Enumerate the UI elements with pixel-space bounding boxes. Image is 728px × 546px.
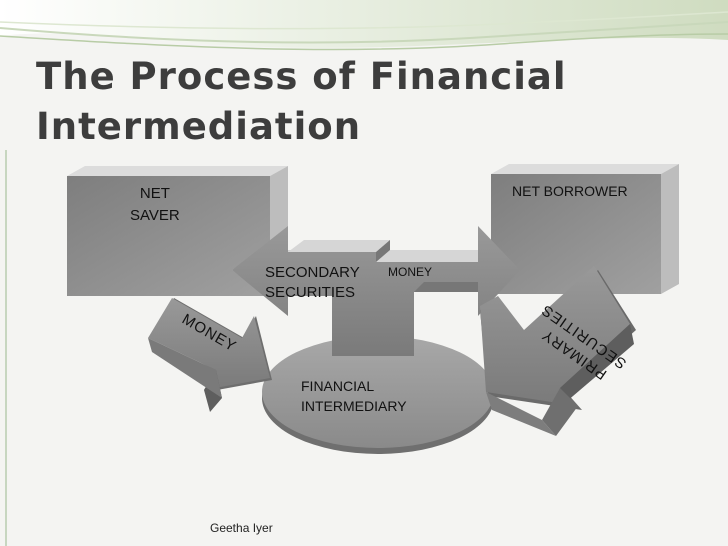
money-top-label: MONEY: [388, 265, 433, 279]
net-saver-label: NET SAVER: [130, 185, 180, 224]
net-borrower-label: NET BORROWER: [512, 183, 628, 199]
financial-intermediary-ellipse: [262, 336, 494, 454]
intermediary-label-line1: FINANCIAL: [301, 378, 375, 394]
net-borrower-box: [491, 164, 679, 294]
primary-securities-arrow: [480, 266, 636, 436]
intermediary-label-line2: INTERMEDIARY: [301, 398, 407, 414]
net-saver-box: [67, 166, 288, 296]
slide-title-line2: Intermediation: [36, 105, 362, 148]
slide-title: The Process of Financial Intermediation: [36, 52, 567, 152]
financial-intermediary-label: FINANCIAL INTERMEDIARY: [301, 376, 407, 416]
header-wave-decoration: [0, 0, 728, 51]
secondary-label-line2: SECURITIES: [265, 284, 356, 301]
money-top-arrow: [376, 226, 520, 356]
footer-author: Geetha Iyer: [210, 521, 273, 535]
secondary-securities-label: SECONDARY SECURITIES: [265, 263, 360, 303]
money-left-arrow: [148, 298, 272, 412]
slide-title-line1: The Process of Financial: [36, 55, 567, 98]
secondary-label-line1: SECONDARY: [265, 264, 360, 281]
